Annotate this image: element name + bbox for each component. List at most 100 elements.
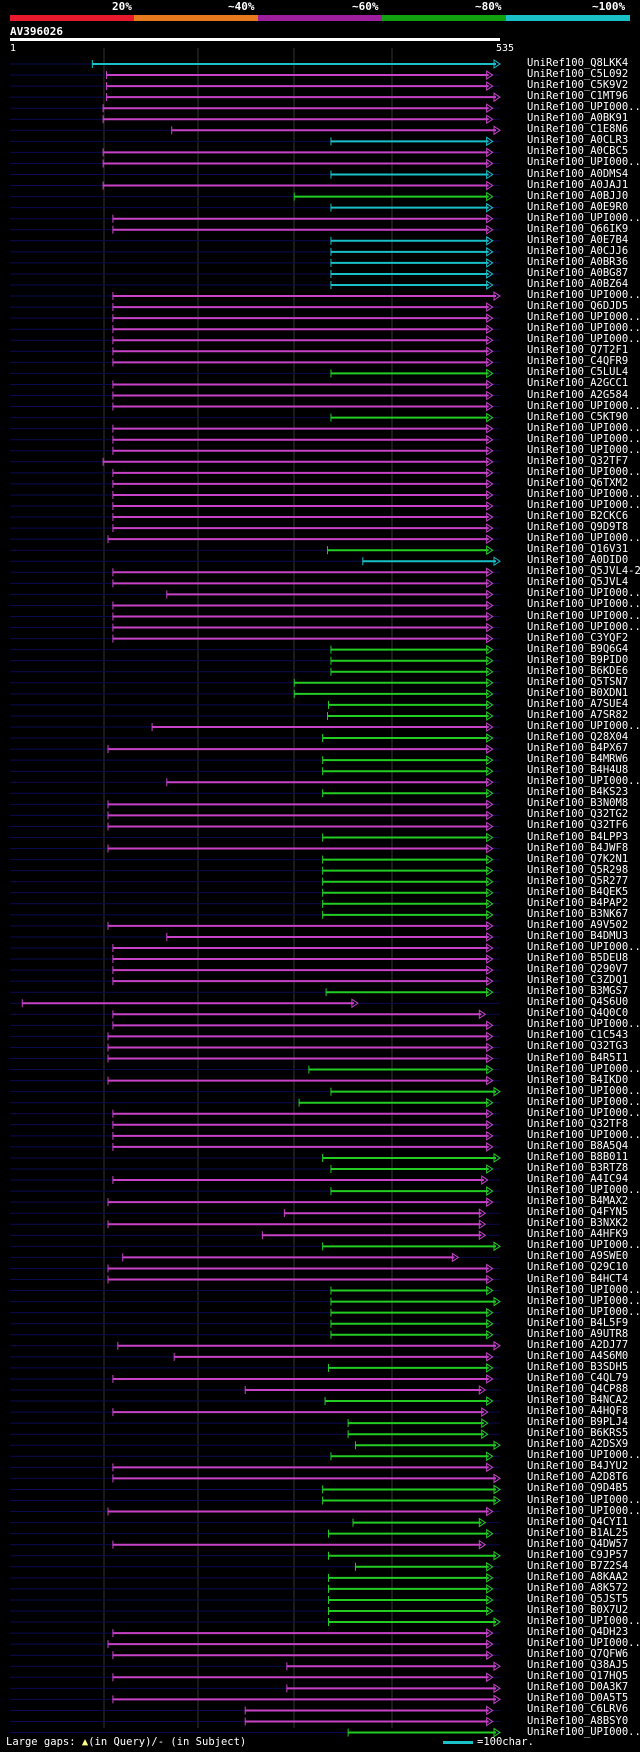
hit-label[interactable]: UniRef100_Q8LKK4 (527, 57, 629, 69)
hit-label[interactable]: UniRef100_UPI000... (527, 941, 640, 953)
hit-label[interactable]: UniRef100_A0DID0 (527, 554, 629, 567)
hit-label[interactable]: UniRef100_Q290V7 (527, 963, 629, 976)
hit-label[interactable]: UniRef100_UPI000... (527, 322, 640, 335)
hit-label[interactable]: UniRef100_Q5JST5 (527, 1592, 629, 1605)
hit-label[interactable]: UniRef100_B4JYU2 (527, 1460, 629, 1473)
hit-label[interactable]: UniRef100_UPI000... (527, 620, 640, 633)
hit-label[interactable]: UniRef100_B4KS23 (527, 786, 629, 799)
hit-label[interactable]: UniRef100_B0XDN1 (527, 686, 629, 699)
hit-label[interactable]: UniRef100_A8BSY0 (527, 1714, 629, 1727)
hit-label[interactable]: UniRef100_UPI000... (527, 1239, 640, 1252)
hit-label[interactable]: UniRef100_A0CLR3 (527, 134, 629, 147)
hit-label[interactable]: UniRef100_B4QEK5 (527, 885, 629, 898)
hit-label[interactable]: UniRef100_Q4FYN5 (527, 1206, 629, 1219)
hit-label[interactable]: UniRef100_Q4S6U0 (527, 996, 629, 1009)
hit-label[interactable]: UniRef100_B4PAP2 (527, 896, 629, 909)
hit-label[interactable]: UniRef100_UPI000... (527, 1637, 640, 1650)
hit-label[interactable]: UniRef100_UPI000... (527, 609, 640, 622)
hit-label[interactable]: UniRef100_A0CJJ6 (527, 244, 629, 257)
hit-label[interactable]: UniRef100_A4HQF8 (527, 1405, 629, 1418)
hit-label[interactable]: UniRef100_A2DJ77 (527, 1338, 629, 1351)
hit-label[interactable]: UniRef100_B4R5I1 (527, 1051, 629, 1064)
hit-label[interactable]: UniRef100_Q5R298 (527, 863, 629, 876)
hit-label[interactable]: UniRef100_B4IKD0 (527, 1073, 629, 1086)
hit-label[interactable]: UniRef100_Q4CYI1 (527, 1515, 629, 1528)
hit-label[interactable]: UniRef100_UPI000... (527, 1493, 640, 1506)
hit-label[interactable]: UniRef100_B6KRS5 (527, 1427, 629, 1440)
hit-label[interactable]: UniRef100_Q17HQ5 (527, 1670, 629, 1683)
hit-label[interactable]: UniRef100_A8K572 (527, 1581, 629, 1594)
hit-label[interactable]: UniRef100_B3N0M8 (527, 797, 629, 810)
hit-label[interactable]: UniRef100_B4HCT4 (527, 1272, 629, 1285)
hit-label[interactable]: UniRef100_B4LPP3 (527, 830, 629, 843)
hit-label[interactable]: UniRef100_UPI000... (527, 1294, 640, 1307)
hit-label[interactable]: UniRef100_UPI000... (527, 1305, 640, 1318)
hit-label[interactable]: UniRef100_UPI000... (527, 399, 640, 412)
hit-label[interactable]: UniRef100_Q6DJD5 (527, 300, 629, 313)
hit-label[interactable]: UniRef100_UPI000... (527, 443, 640, 456)
hit-label[interactable]: UniRef100_UPI000... (527, 1504, 640, 1517)
hit-label[interactable]: UniRef100_UPI000... (527, 1106, 640, 1119)
hit-label[interactable]: UniRef100_Q32TF7 (527, 454, 629, 467)
hit-label[interactable]: UniRef100_C1C543 (527, 1029, 629, 1042)
hit-label[interactable]: UniRef100_B9Q6G4 (527, 642, 629, 655)
hit-label[interactable]: UniRef100_B4MRW6 (527, 753, 629, 766)
hit-label[interactable]: UniRef100_A2D8T6 (527, 1471, 629, 1484)
hit-label[interactable]: UniRef100_A4IC94 (527, 1173, 629, 1186)
hit-label[interactable]: UniRef100_Q4DW57 (527, 1537, 629, 1550)
hit-label[interactable]: UniRef100_A0BG87 (527, 266, 629, 279)
hit-label[interactable]: UniRef100_UPI000... (527, 156, 640, 169)
hit-label[interactable]: UniRef100_C5K9V2 (527, 79, 629, 92)
hit-label[interactable]: UniRef100_C9JP57 (527, 1548, 629, 1561)
hit-label[interactable]: UniRef100_UPI000... (527, 1128, 640, 1141)
hit-label[interactable]: UniRef100_A7SR82 (527, 708, 629, 721)
hit-label[interactable]: UniRef100_Q16V31 (527, 543, 629, 556)
hit-label[interactable]: UniRef100_UPI000... (527, 587, 640, 600)
hit-label[interactable]: UniRef100_A9SWE0 (527, 1250, 629, 1263)
hit-label[interactable]: UniRef100_Q38AJ5 (527, 1659, 629, 1672)
hit-label[interactable]: UniRef100_A8KAA2 (527, 1570, 629, 1583)
hit-label[interactable]: UniRef100_B3MGS7 (527, 985, 629, 998)
hit-label[interactable]: UniRef100_B8B011 (527, 1150, 629, 1163)
hit-label[interactable]: UniRef100_Q32TG2 (527, 808, 629, 821)
hit-label[interactable]: UniRef100_C6LRV6 (527, 1703, 629, 1716)
hit-label[interactable]: UniRef100_UPI000... (527, 720, 640, 732)
hit-label[interactable]: UniRef100_B4NCA2 (527, 1394, 629, 1407)
hit-label[interactable]: UniRef100_C5LUL4 (527, 366, 629, 379)
hit-label[interactable]: UniRef100_B9PID0 (527, 653, 629, 666)
hit-label[interactable]: UniRef100_A2GCC1 (527, 377, 629, 390)
hit-label[interactable]: UniRef100_Q6TXM2 (527, 476, 629, 489)
hit-label[interactable]: UniRef100_UPI000... (527, 1095, 640, 1108)
hit-label[interactable]: UniRef100_B4MAX2 (527, 1195, 629, 1208)
hit-label[interactable]: UniRef100_UPI000... (527, 1184, 640, 1197)
hit-label[interactable]: UniRef100_B0X7U2 (527, 1604, 629, 1616)
hit-label[interactable]: UniRef100_B4DMU3 (527, 929, 629, 942)
hit-label[interactable]: UniRef100_C1MT96 (527, 90, 629, 103)
hit-label[interactable]: UniRef100_A0E7B4 (527, 233, 629, 246)
hit-label[interactable]: UniRef100_UPI000... (527, 487, 640, 500)
hit-label[interactable]: UniRef100_A0CBC5 (527, 145, 629, 158)
hit-label[interactable]: UniRef100_UPI000... (527, 532, 640, 545)
hit-label[interactable]: UniRef100_UPI000... (527, 1283, 640, 1296)
hit-label[interactable]: UniRef100_A2DSX9 (527, 1438, 629, 1451)
hit-label[interactable]: UniRef100_Q28X04 (527, 731, 629, 744)
hit-label[interactable]: UniRef100_Q32TF6 (527, 819, 629, 832)
hit-label[interactable]: UniRef100_C1E8N6 (527, 123, 629, 136)
hit-label[interactable]: UniRef100_C4QFR9 (527, 355, 629, 368)
hit-label[interactable]: UniRef100_Q7T2F1 (527, 344, 629, 357)
hit-label[interactable]: UniRef100_UPI000... (527, 1449, 640, 1462)
hit-label[interactable]: UniRef100_Q5TSN7 (527, 675, 629, 688)
hit-label[interactable]: UniRef100_UPI000... (527, 499, 640, 511)
hit-label[interactable]: UniRef100_UPI000... (527, 432, 640, 445)
hit-label[interactable]: UniRef100_B4H4U8 (527, 764, 629, 777)
hit-label[interactable]: UniRef100_UPI000... (527, 465, 640, 478)
hit-label[interactable]: UniRef100_B9PLJ4 (527, 1416, 629, 1429)
hit-label[interactable]: UniRef100_UPI000... (527, 598, 640, 611)
hit-label[interactable]: UniRef100_A0BR36 (527, 255, 629, 268)
hit-label[interactable]: UniRef100_B4L5F9 (527, 1316, 629, 1329)
hit-label[interactable]: UniRef100_A2G584 (527, 388, 629, 401)
hit-label[interactable]: UniRef100_D0A3K7 (527, 1681, 629, 1694)
hit-label[interactable]: UniRef100_Q5JVL4-2 (527, 565, 640, 578)
hit-label[interactable]: UniRef100_D0A5T5 (527, 1692, 629, 1705)
hit-label[interactable]: UniRef100_A0BZ64 (527, 278, 629, 290)
